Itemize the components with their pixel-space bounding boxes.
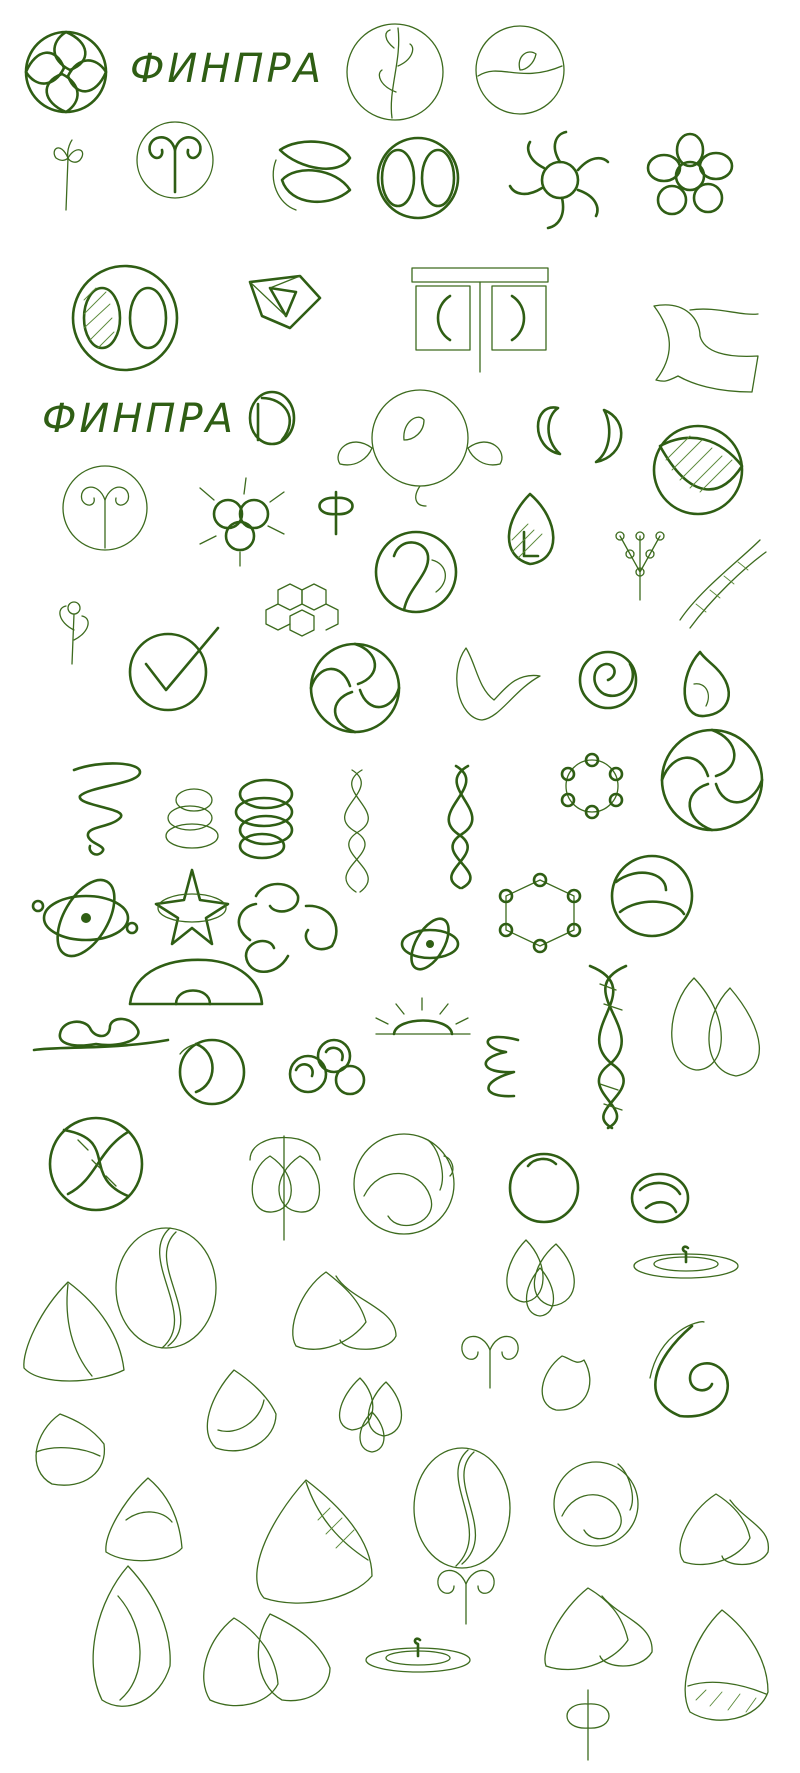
double-wave-blob-icon [272,140,352,211]
checkmark-circle-icon [128,626,220,712]
twin-crescents-icon [536,406,623,464]
ornate-swirl-circle-2-icon [553,1461,639,1547]
crescent-drop-icon [206,1369,277,1452]
big-heart-outline-icon [544,1587,653,1671]
triple-drop-outline-icon [339,1377,403,1453]
tornado-swirl-icon [72,762,142,856]
wave-leaf-shape-icon [456,647,541,721]
triangle-cube-icon [248,274,322,330]
phi-small-icon [318,490,354,536]
yin-yang-outline-icon [115,1227,217,1349]
yin-yang-outline-2-icon [413,1447,511,1569]
wave-leaf-circle-icon [475,25,565,115]
ram-horns-outline-2-icon [437,1569,495,1625]
coil-e-icon [484,1035,520,1098]
hexagon-molecule-icon [498,872,582,954]
leafy-drop-icon [35,1413,106,1486]
small-flower-sprout-icon [53,139,84,211]
leaf-band-drop-icon [684,1609,769,1721]
ram-swirl-circle-icon [62,465,148,551]
twin-peak-drop-icon [203,1613,331,1707]
double-drop-icon [671,977,760,1077]
overlapping-drops-icon [506,1239,575,1317]
half-dome-icon [128,958,264,1006]
swirl-circle-logo-icon [24,30,108,114]
heart-drop-outline-icon [679,1493,769,1566]
triple-swirl-circle-icon [610,854,694,938]
large-petal-drop-icon [256,1479,373,1604]
stacked-pebbles-icon [165,788,219,849]
sprout-flower-icon [59,601,89,665]
ripple-sprout-2-icon [365,1637,471,1673]
dna-helix-bold-icon [447,764,474,890]
flower-petals-icon [646,132,734,216]
star-orbit-icon [154,868,230,946]
phi-outline-icon [566,1689,610,1761]
dna-helix-thin-icon [344,769,369,893]
sunrise-horizon-icon [375,997,471,1036]
mini-atom-icon [400,917,460,971]
curved-bridge-icon [653,304,759,393]
dna-circle-icon [48,1116,144,1212]
honeycomb-icon [265,583,339,637]
swirl-cluster-icon [288,1038,366,1096]
leaf-drop-icon [683,650,731,718]
arch-pear-icon [249,1135,321,1241]
ornate-swirl-circle-icon [353,1133,455,1235]
claw-swirl-icon [237,882,338,973]
double-d-ring-icon [248,390,296,446]
hatched-yin-circle-icon [652,424,744,516]
shell-swirl-small-icon [630,1172,690,1224]
sun-swirl-icon [508,130,610,230]
molecule-ring-icon [560,752,624,820]
tall-swirl-drop-icon [92,1565,171,1707]
atom-tree-icon [615,531,665,601]
dna-strand-diagonal-icon [679,539,767,629]
double-oval-circle-icon [376,136,460,220]
wave-bowl-icon [32,1017,170,1052]
wordmark-finpra-1: ФИНПРА [130,46,324,92]
spiral-shell-icon [578,650,638,710]
rounded-fan-circle-icon [660,728,764,832]
wordmark-finpra-2: ФИНПРА [42,396,236,442]
cone-drop-icon [23,1281,125,1382]
hatched-drop-icon [507,492,555,566]
coil-stack-icon [234,778,294,860]
leaf-tuft-drop-icon [541,1355,591,1411]
ram-horns-circle-icon [136,121,214,199]
swirl-ball-icon [178,1038,246,1106]
hatched-oval-circle-icon [71,264,179,372]
letter-t-box-icon [411,267,549,373]
molecule-cluster-icon [199,477,285,567]
leafy-circle-icon [337,389,503,507]
dna-bold-large-icon [588,964,628,1130]
bold-circle-dot-icon [508,1152,580,1224]
ram-horns-outline-icon [461,1335,519,1389]
heart-ring-icon [374,530,458,614]
plant-circle-icon [346,23,444,121]
atom-orbit-icon [31,878,139,958]
heart-drop-icon [292,1271,397,1350]
bold-spiral-g-icon [649,1321,729,1418]
fan-circle-icon [309,642,401,734]
swirl-cone-icon [105,1477,183,1562]
ripple-sprout-icon [633,1245,739,1279]
